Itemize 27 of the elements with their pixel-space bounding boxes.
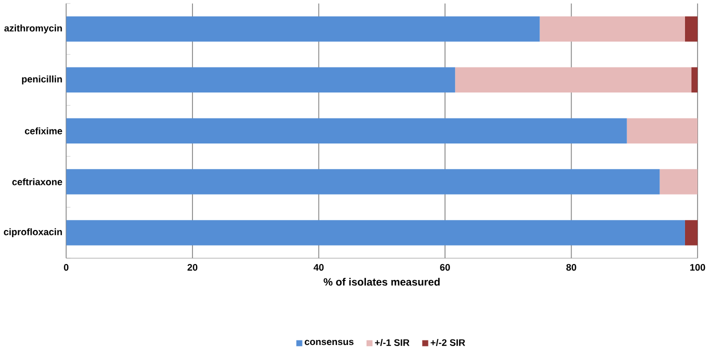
bar (691, 67, 698, 93)
x-tick-label: 0 (64, 264, 68, 271)
x-tick-label: 100 (690, 264, 706, 271)
legend-label: consensus (304, 340, 354, 346)
x-tick-label: 40 (314, 264, 324, 271)
y-tick-label: penicillin (22, 76, 62, 84)
bar (66, 169, 660, 195)
bar (66, 67, 456, 93)
x-axis-title: % of isolates measured (324, 278, 440, 286)
bar (66, 118, 627, 144)
bar (540, 16, 685, 42)
bar (660, 169, 698, 195)
legend-label: +/-2 SIR (430, 339, 466, 346)
bar (684, 220, 698, 246)
y-tick-label: ciprofloxacin (4, 228, 62, 238)
bar (66, 220, 685, 246)
x-tick-label: 80 (566, 264, 576, 271)
x-tick-label: 60 (440, 264, 450, 271)
bar (455, 67, 692, 93)
y-tick-label: ceftriaxone (12, 178, 62, 186)
y-tick-label: azithromycin (4, 24, 62, 34)
y-tick-label: cefixime (24, 128, 62, 134)
x-tick-label: 20 (188, 264, 198, 271)
bar (626, 118, 698, 144)
bar (684, 16, 698, 42)
bar (66, 16, 540, 42)
legend-label: +/-1 SIR (375, 339, 410, 346)
